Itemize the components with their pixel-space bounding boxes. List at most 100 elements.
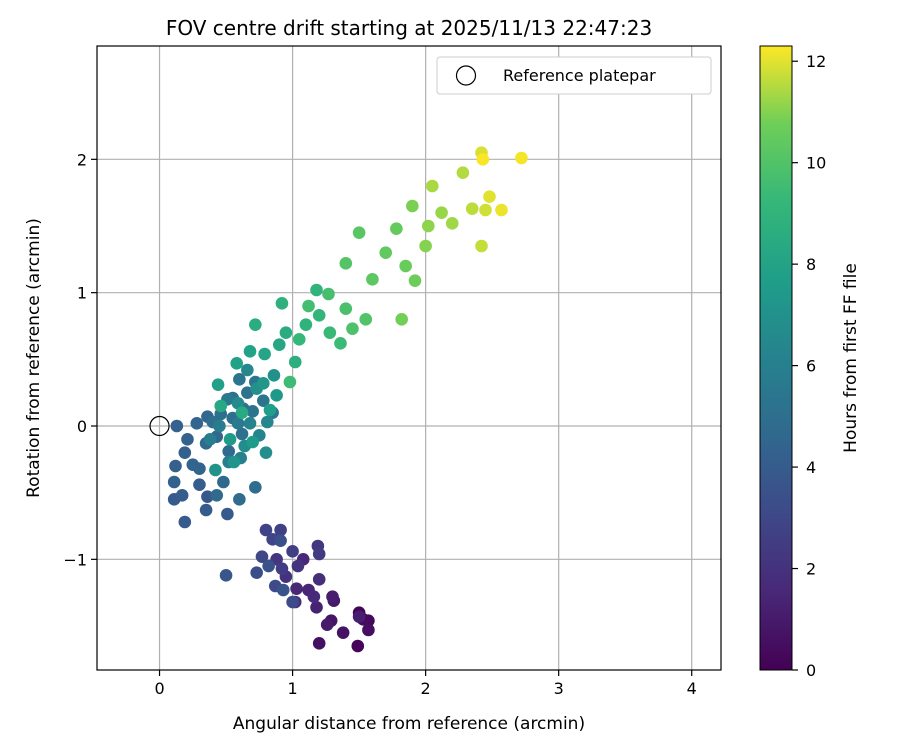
data-point xyxy=(366,273,379,286)
data-point xyxy=(276,583,290,597)
colorbar-label: Hours from first FF file xyxy=(841,263,861,453)
data-point xyxy=(213,419,226,433)
data-point xyxy=(339,257,353,270)
data-point xyxy=(312,637,326,650)
plot-frame xyxy=(96,45,722,671)
data-point xyxy=(193,462,206,475)
colorbar-tick-label: 0 xyxy=(806,661,816,680)
data-point xyxy=(362,623,375,637)
data-point xyxy=(310,601,323,614)
data-points xyxy=(167,146,528,653)
data-point xyxy=(336,626,350,639)
data-point xyxy=(286,595,299,609)
data-point xyxy=(274,534,287,547)
data-point xyxy=(210,489,224,502)
x-tick-label: 0 xyxy=(154,679,164,698)
data-point xyxy=(312,547,326,561)
data-point xyxy=(246,435,259,449)
data-point xyxy=(312,573,326,586)
data-point xyxy=(352,226,366,239)
data-point xyxy=(390,222,403,235)
data-point xyxy=(223,433,237,446)
data-point xyxy=(257,394,270,407)
data-point xyxy=(299,318,313,331)
data-point xyxy=(201,490,214,503)
x-axis-ticks: 0 1 2 3 4 xyxy=(154,670,697,698)
data-point xyxy=(312,309,326,322)
data-point xyxy=(379,246,393,259)
colorbar-tick-label: 8 xyxy=(806,255,816,274)
data-point xyxy=(211,378,225,391)
data-point xyxy=(250,566,263,579)
data-point xyxy=(209,463,222,477)
data-point xyxy=(267,369,281,382)
data-point xyxy=(351,639,365,653)
data-point xyxy=(262,559,275,573)
data-point xyxy=(257,377,270,390)
legend-reference-marker xyxy=(455,65,477,86)
data-point xyxy=(246,405,259,418)
data-point xyxy=(334,337,347,350)
data-point xyxy=(288,355,302,369)
data-point xyxy=(456,166,470,179)
x-tick-label: 2 xyxy=(421,679,431,698)
data-point xyxy=(243,345,257,358)
data-point xyxy=(495,203,508,217)
data-point xyxy=(339,302,353,315)
data-point xyxy=(419,239,432,253)
grid-lines xyxy=(97,46,721,670)
data-point xyxy=(272,338,286,351)
data-point xyxy=(445,217,459,230)
x-tick-label: 4 xyxy=(687,679,697,698)
data-point xyxy=(475,239,488,253)
data-point xyxy=(320,618,334,631)
colorbar-tick-label: 4 xyxy=(806,458,816,477)
data-point xyxy=(199,503,213,517)
data-point xyxy=(465,202,479,215)
data-point xyxy=(476,153,490,166)
data-point xyxy=(270,389,283,402)
data-point xyxy=(302,299,315,313)
data-point xyxy=(399,259,412,273)
data-point xyxy=(275,297,289,310)
data-point xyxy=(181,433,194,446)
data-point xyxy=(323,326,337,339)
data-point xyxy=(233,493,246,506)
data-point xyxy=(406,199,419,213)
legend-label: Reference platepar xyxy=(503,66,656,85)
data-point xyxy=(167,475,181,489)
y-tick-label: −1 xyxy=(63,550,87,569)
data-point xyxy=(275,562,289,575)
data-point xyxy=(435,206,448,219)
data-point xyxy=(221,507,234,521)
data-point xyxy=(214,399,228,413)
data-point xyxy=(255,550,269,563)
legend: Reference platepar xyxy=(436,56,712,95)
data-point xyxy=(249,318,262,331)
y-tick-label: 0 xyxy=(77,417,87,436)
data-point xyxy=(483,190,496,203)
data-point xyxy=(359,313,373,326)
x-axis-label: Angular distance from reference (arcmin) xyxy=(233,714,585,734)
data-point xyxy=(352,610,366,623)
data-point xyxy=(395,313,408,326)
colorbar: 0 2 4 6 8 10 12 Hours from first FF file xyxy=(759,45,861,680)
data-point xyxy=(219,569,233,582)
data-point xyxy=(283,375,297,389)
data-point xyxy=(243,417,257,430)
y-axis-label: Rotation from reference (arcmin) xyxy=(24,218,44,498)
colorbar-gradient xyxy=(759,45,793,671)
y-tick-label: 2 xyxy=(77,150,87,169)
data-point xyxy=(425,179,439,193)
data-point xyxy=(258,347,271,361)
data-point xyxy=(233,373,246,386)
data-point xyxy=(175,489,189,502)
data-point xyxy=(290,582,303,595)
reference-marker xyxy=(149,415,170,437)
x-tick-label: 3 xyxy=(554,679,564,698)
data-point xyxy=(227,455,241,469)
data-point xyxy=(274,523,287,537)
data-point xyxy=(310,283,323,297)
data-point xyxy=(346,322,359,335)
